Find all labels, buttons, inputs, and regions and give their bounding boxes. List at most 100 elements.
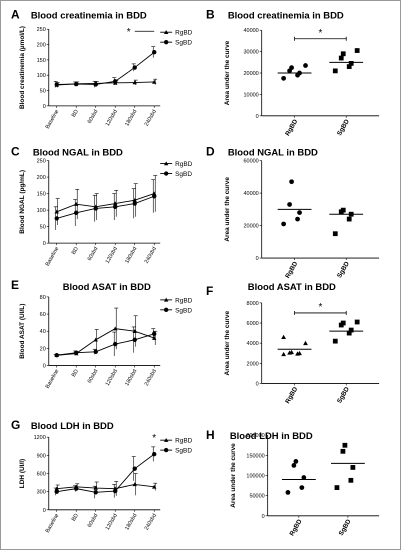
y-tick-label: 0	[43, 364, 46, 370]
y-axis-label: Blood NGAL (pg/mL)	[19, 170, 26, 234]
y-tick-label: 150	[37, 58, 46, 64]
data-point	[340, 207, 346, 213]
data-point	[132, 65, 137, 70]
legend-marker	[163, 447, 169, 453]
data-point	[113, 204, 118, 210]
data-point	[332, 68, 338, 74]
data-point	[348, 327, 354, 333]
legend-label: RgBD	[175, 297, 193, 304]
x-tick-label: 240sbd	[144, 246, 158, 265]
series-line	[56, 51, 155, 85]
y-tick-label: 6000	[247, 321, 259, 327]
y-tick-label: 100	[37, 73, 46, 79]
series-line	[56, 195, 155, 219]
data-point	[354, 319, 360, 325]
x-tick-label: 120sbd	[105, 246, 119, 265]
chart-title: Blood NGAL in BDD	[33, 148, 123, 159]
y-axis-label: LDH (UI/l)	[19, 459, 26, 488]
panel-label: E	[11, 278, 19, 292]
y-tick-label: 80	[40, 295, 46, 301]
data-point	[289, 349, 294, 355]
y-tick-label: 300	[37, 490, 46, 496]
legend-label: SgBD	[175, 171, 192, 178]
data-point	[152, 50, 157, 55]
data-point	[54, 216, 59, 221]
panel-label: G	[11, 418, 20, 432]
y-axis-label: Area under the curve	[224, 40, 231, 105]
y-tick-label: 60	[40, 312, 46, 318]
panel-label: A	[11, 7, 20, 21]
x-tick-label: Baseline	[45, 109, 61, 130]
data-point	[113, 326, 118, 331]
series-line	[56, 328, 155, 356]
y-tick-label: 50	[40, 225, 46, 231]
x-tick-label: SgBD	[336, 386, 351, 405]
y-tick-label: 40000	[243, 191, 258, 197]
data-point	[338, 55, 344, 61]
data-point	[289, 65, 294, 71]
data-point	[350, 465, 356, 470]
x-tick-label: RgBD	[289, 518, 304, 537]
y-tick-label: 0	[43, 241, 46, 247]
significance-star: *	[318, 28, 322, 39]
data-point	[332, 338, 338, 344]
data-point	[346, 330, 352, 336]
x-tick-label: 240sbd	[144, 513, 158, 532]
panel-label: B	[206, 7, 215, 21]
legend-label: RgBD	[175, 30, 193, 37]
x-tick-label: 120sbd	[105, 513, 119, 532]
x-tick-label: 60sbd	[87, 513, 100, 529]
panel-label: H	[206, 428, 215, 442]
y-tick-label: 20	[40, 346, 46, 352]
y-axis-label: Area under the curve	[230, 443, 237, 508]
data-point	[285, 490, 291, 495]
data-point	[281, 75, 287, 81]
data-point	[297, 210, 302, 215]
chart-title: Blood LDH in BDD	[31, 421, 114, 432]
x-tick-label: 60sbd	[87, 109, 100, 125]
data-point	[54, 353, 59, 358]
data-point	[113, 488, 118, 494]
y-tick-label: 0	[256, 381, 259, 387]
x-tick-label: 240sbd	[144, 109, 158, 128]
x-tick-label: RgBD	[284, 260, 299, 279]
legend-label: SgBD	[175, 307, 192, 314]
data-point	[54, 82, 59, 87]
x-tick-label: 240sbd	[144, 369, 158, 388]
legend-marker	[163, 307, 169, 313]
data-point	[132, 466, 137, 471]
x-tick-label: 180sbd	[124, 369, 138, 388]
y-tick-label: 100	[37, 208, 46, 214]
data-point	[132, 80, 137, 85]
data-point	[93, 82, 98, 87]
data-point	[152, 451, 157, 457]
series-line	[56, 193, 155, 213]
x-tick-label: BD	[71, 109, 80, 119]
panel-label: F	[206, 284, 213, 298]
data-point	[93, 337, 98, 342]
x-tick-label: 60sbd	[87, 246, 100, 262]
data-point	[152, 79, 157, 84]
y-tick-label: 40000	[243, 28, 258, 34]
data-point	[54, 489, 59, 494]
data-point	[303, 340, 308, 346]
chart-title: Blood creatinemia in BDD	[31, 10, 147, 21]
data-point	[281, 334, 287, 340]
chart-title: Blood LDH in BDD	[230, 431, 313, 442]
series-line	[56, 483, 155, 490]
chart-title: Blood creatinemia in BDD	[228, 10, 344, 21]
x-tick-label: 120sbd	[105, 369, 119, 388]
data-point	[152, 331, 157, 336]
y-tick-label: 150	[37, 192, 46, 198]
x-tick-label: 60sbd	[87, 369, 100, 385]
data-point	[74, 81, 79, 87]
data-point	[74, 210, 79, 215]
data-point	[301, 475, 307, 480]
y-tick-label: 250	[37, 159, 46, 165]
y-tick-label: 200000	[246, 433, 264, 439]
y-tick-label: 0	[43, 104, 46, 110]
data-point	[297, 350, 302, 356]
x-tick-label: BD	[71, 368, 80, 378]
data-point	[297, 70, 302, 76]
data-point	[348, 60, 354, 66]
